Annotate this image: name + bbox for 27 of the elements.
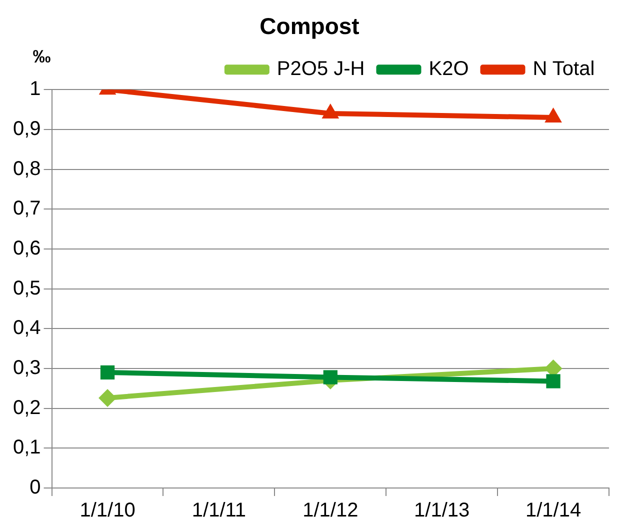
x-tick-label: 1/1/14 bbox=[525, 500, 582, 522]
point bbox=[546, 374, 560, 388]
y-tick-label: 0,4 bbox=[12, 317, 41, 340]
y-tick-label: 0,1 bbox=[12, 436, 41, 459]
y-tick-label: 1 bbox=[30, 78, 41, 100]
y-tick-label: 0,6 bbox=[12, 237, 41, 260]
y-axis-title: ‰ bbox=[32, 46, 51, 67]
y-tick-label: 0 bbox=[30, 476, 41, 499]
point bbox=[544, 107, 562, 122]
point bbox=[100, 365, 115, 380]
legend-label: P2O5 J-H bbox=[276, 58, 365, 80]
x-tick-label: 1/1/12 bbox=[302, 500, 358, 522]
x-tick-label: 1/1/11 bbox=[192, 500, 246, 522]
y-tick-label: 0,9 bbox=[12, 118, 41, 140]
y-tick-label: 0,8 bbox=[12, 158, 41, 180]
chart-title: Compost bbox=[260, 13, 360, 40]
x-tick-label: 1/1/10 bbox=[80, 500, 136, 522]
point bbox=[98, 388, 117, 407]
y-tick-label: 0,5 bbox=[12, 277, 41, 300]
point bbox=[322, 104, 340, 119]
y-tick-label: 0,2 bbox=[12, 396, 41, 419]
y-tick-label: 0,7 bbox=[12, 198, 41, 220]
point bbox=[323, 370, 338, 384]
y-tick-label: 0,3 bbox=[12, 356, 41, 379]
legend-label: N Total bbox=[532, 58, 595, 80]
x-tick-label: 1/1/13 bbox=[414, 500, 470, 522]
legend-label: K2O bbox=[428, 58, 469, 80]
